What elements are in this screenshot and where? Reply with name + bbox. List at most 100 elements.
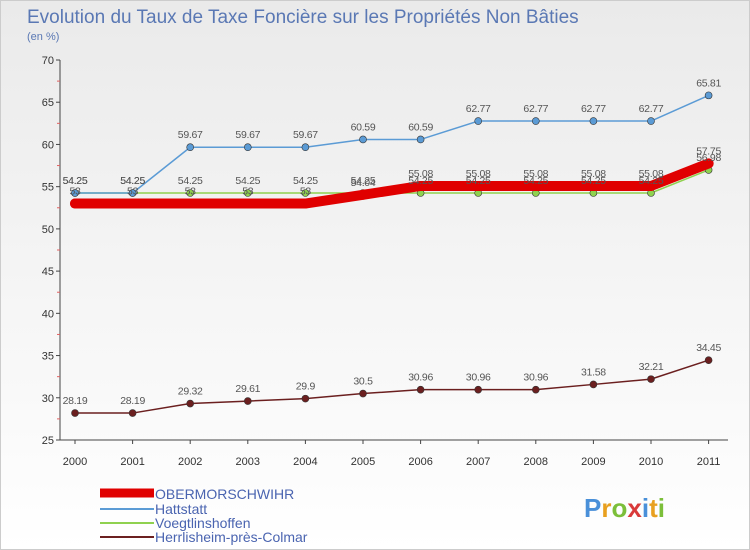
point-hattstatt-2002 <box>186 143 194 152</box>
point-obermorschwihr-2010 <box>646 180 656 191</box>
series-line-hattstatt <box>74 94 710 194</box>
point-obermorschwihr-2001 <box>127 198 138 209</box>
data-label-hattstatt-2009: 62.77 <box>581 103 606 115</box>
point-obermorschwihr-2011 <box>703 158 714 169</box>
data-label-hattstatt-2001: 54.25 <box>120 175 145 187</box>
point-herrlisheim-pres-colmar-2000 <box>71 409 79 417</box>
point-hattstatt-2006 <box>416 135 425 144</box>
point-obermorschwihr-2009 <box>588 180 599 191</box>
data-label-voegtlinshoffen-2000: 54.25 <box>63 175 88 187</box>
series-line-obermorschwihr <box>70 158 714 209</box>
data-label-herrlisheim-pres-colmar-2001: 28.19 <box>120 395 145 407</box>
legend-label-voegtlinshoffen: Voegtlinshoffen <box>155 515 251 531</box>
data-label-herrlisheim-pres-colmar-2002: 29.32 <box>178 386 203 398</box>
x-tick-label-2009: 2009 <box>581 456 605 468</box>
logo-letter-r: r <box>601 493 611 523</box>
point-voegtlinshoffen-2004 <box>301 189 310 197</box>
y-tick-label-40: 40 <box>42 308 54 320</box>
data-label-obermorschwihr-2000: 53 <box>69 186 81 198</box>
data-label-voegtlinshoffen-2006: 54.25 <box>408 175 433 187</box>
x-tick-label-2000: 2000 <box>63 456 87 468</box>
data-label-voegtlinshoffen-2007: 54.25 <box>466 175 491 187</box>
data-label-obermorschwihr-2006: 55.08 <box>408 168 433 180</box>
data-label-voegtlinshoffen-2002: 54.25 <box>178 175 203 187</box>
legend: OBERMORSCHWIHR Hattstatt Voegtlinshoffen… <box>100 486 308 545</box>
point-herrlisheim-pres-colmar-2002 <box>186 399 194 408</box>
legend-label-obermorschwihr: OBERMORSCHWIHR <box>155 486 294 502</box>
y-tick-label-25: 25 <box>42 435 54 447</box>
data-label-voegtlinshoffen-2009: 54.25 <box>581 175 606 187</box>
logo-letter-x: x <box>627 493 642 523</box>
point-hattstatt-2001 <box>128 189 137 197</box>
data-label-voegtlinshoffen-2005: 54.25 <box>351 175 376 187</box>
x-tick-label-2004: 2004 <box>293 456 317 468</box>
point-obermorschwihr-2005 <box>358 189 368 200</box>
point-voegtlinshoffen-2002 <box>186 189 194 197</box>
x-tick-label-2007: 2007 <box>466 456 490 468</box>
point-hattstatt-2003 <box>244 143 252 152</box>
data-label-obermorschwihr-2005: 54.04 <box>351 177 376 189</box>
data-label-voegtlinshoffen-2004: 54.25 <box>293 175 318 187</box>
logo-letter-p: P <box>584 493 601 523</box>
data-label-obermorschwihr-2010: 55.08 <box>639 168 664 180</box>
data-label-hattstatt-2011: 65.81 <box>696 77 721 89</box>
point-obermorschwihr-2004 <box>300 198 311 209</box>
point-hattstatt-2004 <box>301 143 310 152</box>
data-label-herrlisheim-pres-colmar-2003: 29.61 <box>235 383 260 395</box>
point-hattstatt-2008 <box>531 117 540 125</box>
point-hattstatt-2010 <box>647 117 655 125</box>
data-label-hattstatt-2010: 62.77 <box>639 103 664 115</box>
series-layer <box>70 91 714 417</box>
point-obermorschwihr-2008 <box>530 180 541 191</box>
point-voegtlinshoffen-2003 <box>244 189 252 197</box>
x-tick-label-2003: 2003 <box>236 456 260 468</box>
logo-letter-o: o <box>611 493 627 523</box>
point-hattstatt-2005 <box>359 135 367 144</box>
data-label-herrlisheim-pres-colmar-2008: 30.96 <box>523 372 548 384</box>
data-label-herrlisheim-pres-colmar-2010: 32.21 <box>639 361 664 373</box>
point-hattstatt-2007 <box>474 117 483 125</box>
y-axis-unit-label: (en %) <box>27 31 59 43</box>
point-obermorschwihr-2003 <box>242 198 253 209</box>
legend-label-herrlisheim: Herrlisheim-près-Colmar <box>155 529 308 545</box>
x-tick-label-2010: 2010 <box>639 456 663 468</box>
point-herrlisheim-pres-colmar-2007 <box>474 385 483 394</box>
logo-letter-i: i <box>642 493 649 523</box>
data-label-hattstatt-2005: 60.59 <box>351 121 376 133</box>
data-label-voegtlinshoffen-2003: 54.25 <box>235 175 260 187</box>
data-label-hattstatt-2000: 54.25 <box>63 175 88 187</box>
x-tick-label-2011: 2011 <box>697 456 721 468</box>
data-label-hattstatt-2003: 59.67 <box>235 129 260 141</box>
x-tick-label-2002: 2002 <box>178 456 202 468</box>
data-labels-layer: 28.19 28.19 29.32 29.61 29.9 30.5 30.96 30.96 30… <box>63 77 722 407</box>
point-herrlisheim-pres-colmar-2006 <box>416 385 425 394</box>
point-obermorschwihr-2002 <box>185 198 196 209</box>
point-herrlisheim-pres-colmar-2010 <box>647 375 655 383</box>
data-label-voegtlinshoffen-2011: 56.98 <box>696 152 721 164</box>
point-obermorschwihr-2007 <box>473 180 484 191</box>
y-tick-label-45: 45 <box>42 266 54 278</box>
proxiti-logo-text: Proxiti <box>584 493 665 523</box>
logo-letter-i2: i <box>658 493 665 523</box>
point-herrlisheim-pres-colmar-2008 <box>531 385 540 394</box>
logo-letter-t: t <box>649 493 658 523</box>
y-tick-label-55: 55 <box>42 182 54 194</box>
point-herrlisheim-pres-colmar-2005 <box>359 389 367 398</box>
x-tick-label-2005: 2005 <box>351 456 375 468</box>
y-tick-label-30: 30 <box>42 393 54 405</box>
point-obermorschwihr-2006 <box>415 180 426 191</box>
data-label-hattstatt-2002: 59.67 <box>178 129 203 141</box>
data-label-herrlisheim-pres-colmar-2004: 29.9 <box>296 381 316 393</box>
point-hattstatt-2009 <box>589 117 598 125</box>
y-tick-label-50: 50 <box>42 224 54 236</box>
point-herrlisheim-pres-colmar-2001 <box>128 409 137 417</box>
data-label-hattstatt-2006: 60.59 <box>408 121 433 133</box>
data-label-hattstatt-2004: 59.67 <box>293 129 318 141</box>
data-label-herrlisheim-pres-colmar-2005: 30.5 <box>353 376 373 388</box>
data-label-obermorschwihr-2009: 55.08 <box>581 168 606 180</box>
data-label-obermorschwihr-2007: 55.08 <box>466 168 491 180</box>
point-obermorschwihr-2000 <box>70 198 80 209</box>
